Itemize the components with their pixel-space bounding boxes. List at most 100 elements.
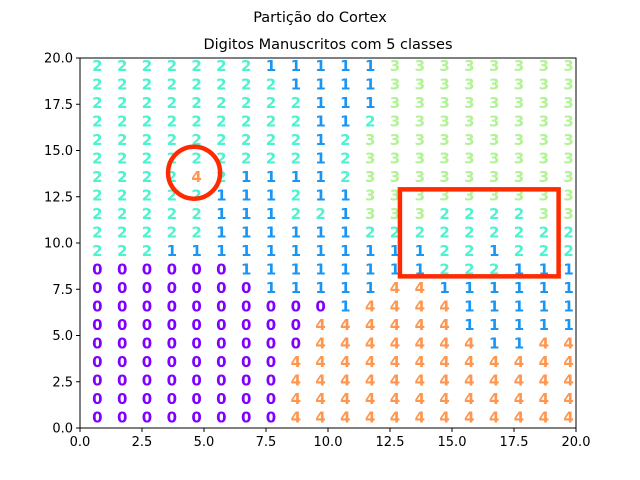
data-point-class-2: 2 bbox=[241, 75, 251, 93]
data-point-class-1: 1 bbox=[539, 316, 549, 334]
data-point-class-0: 0 bbox=[117, 260, 127, 278]
data-point-class-3: 3 bbox=[489, 131, 499, 149]
data-point-class-4: 4 bbox=[390, 408, 400, 426]
data-point-class-2: 2 bbox=[92, 149, 102, 167]
data-point-class-0: 0 bbox=[241, 371, 251, 389]
data-point-class-4: 4 bbox=[315, 390, 325, 408]
data-point-class-2: 2 bbox=[117, 149, 127, 167]
data-point-class-4: 4 bbox=[415, 279, 425, 297]
data-point-class-3: 3 bbox=[563, 57, 573, 75]
x-tick-label: 2.5 bbox=[132, 435, 153, 450]
data-point-class-0: 0 bbox=[142, 353, 152, 371]
data-point-class-2: 2 bbox=[167, 186, 177, 204]
data-point-class-0: 0 bbox=[117, 279, 127, 297]
x-tick-label: 0.0 bbox=[70, 435, 91, 450]
data-point-class-3: 3 bbox=[439, 75, 449, 93]
scatter-points: 2 2 2 2 2 2 2 1 1 1 1 1 3 3 3 3 3 3 3 32 2 2 2 2 2 2 2 1 1 1 1 3 3 3 3 3 3 3 3… bbox=[92, 57, 574, 426]
data-point-class-3: 3 bbox=[365, 205, 375, 223]
data-point-class-2: 2 bbox=[142, 205, 152, 223]
x-tick-label: 20.0 bbox=[562, 435, 591, 450]
data-point-class-2: 2 bbox=[167, 94, 177, 112]
data-point-class-2: 2 bbox=[92, 242, 102, 260]
data-point-class-3: 3 bbox=[439, 186, 449, 204]
data-point-class-2: 2 bbox=[291, 94, 301, 112]
data-point-class-2: 2 bbox=[92, 112, 102, 130]
data-point-class-0: 0 bbox=[142, 297, 152, 315]
data-point-class-1: 1 bbox=[563, 260, 573, 278]
data-point-class-4: 4 bbox=[340, 390, 350, 408]
data-point-class-1: 1 bbox=[315, 279, 325, 297]
data-point-class-3: 3 bbox=[415, 205, 425, 223]
data-point-class-4: 4 bbox=[365, 353, 375, 371]
data-point-class-4: 4 bbox=[464, 353, 474, 371]
data-point-class-4: 4 bbox=[365, 371, 375, 389]
data-point-class-1: 1 bbox=[291, 260, 301, 278]
data-point-class-0: 0 bbox=[167, 390, 177, 408]
data-point-class-2: 2 bbox=[340, 168, 350, 186]
data-point-class-3: 3 bbox=[439, 168, 449, 186]
data-point-class-1: 1 bbox=[315, 57, 325, 75]
data-point-class-2: 2 bbox=[563, 242, 573, 260]
data-point-class-1: 1 bbox=[266, 242, 276, 260]
data-point-class-3: 3 bbox=[539, 94, 549, 112]
data-point-class-0: 0 bbox=[92, 353, 102, 371]
data-point-class-3: 3 bbox=[390, 94, 400, 112]
data-point-class-1: 1 bbox=[340, 186, 350, 204]
data-point-class-0: 0 bbox=[92, 260, 102, 278]
data-point-class-0: 0 bbox=[167, 316, 177, 334]
data-point-class-0: 0 bbox=[315, 297, 325, 315]
data-point-class-4: 4 bbox=[315, 334, 325, 352]
data-point-class-0: 0 bbox=[191, 279, 201, 297]
data-point-class-1: 1 bbox=[266, 279, 276, 297]
data-point-class-4: 4 bbox=[439, 371, 449, 389]
data-point-class-1: 1 bbox=[216, 242, 226, 260]
data-point-class-3: 3 bbox=[514, 112, 524, 130]
data-point-class-2: 2 bbox=[266, 131, 276, 149]
data-point-class-0: 0 bbox=[167, 260, 177, 278]
data-point-class-2: 2 bbox=[266, 112, 276, 130]
data-point-class-2: 2 bbox=[191, 112, 201, 130]
data-point-class-1: 1 bbox=[315, 260, 325, 278]
data-point-class-4: 4 bbox=[563, 408, 573, 426]
data-point-class-1: 1 bbox=[365, 75, 375, 93]
data-point-class-2: 2 bbox=[117, 75, 127, 93]
data-point-class-3: 3 bbox=[539, 75, 549, 93]
data-point-class-2: 2 bbox=[514, 242, 524, 260]
data-point-class-3: 3 bbox=[514, 149, 524, 167]
data-point-class-1: 1 bbox=[489, 297, 499, 315]
data-point-class-1: 1 bbox=[241, 223, 251, 241]
data-point-class-1: 1 bbox=[539, 260, 549, 278]
data-point-class-0: 0 bbox=[117, 371, 127, 389]
data-point-class-2: 2 bbox=[167, 57, 177, 75]
data-point-class-1: 1 bbox=[365, 260, 375, 278]
data-point-class-3: 3 bbox=[365, 168, 375, 186]
data-point-class-3: 3 bbox=[365, 186, 375, 204]
data-point-class-1: 1 bbox=[365, 242, 375, 260]
data-point-class-4: 4 bbox=[365, 316, 375, 334]
data-point-class-1: 1 bbox=[365, 57, 375, 75]
data-point-class-0: 0 bbox=[191, 260, 201, 278]
data-point-class-3: 3 bbox=[489, 57, 499, 75]
data-point-class-0: 0 bbox=[241, 297, 251, 315]
data-point-class-0: 0 bbox=[117, 353, 127, 371]
data-point-class-4: 4 bbox=[365, 408, 375, 426]
data-point-class-3: 3 bbox=[439, 131, 449, 149]
data-point-class-1: 1 bbox=[266, 168, 276, 186]
data-point-class-4: 4 bbox=[340, 353, 350, 371]
data-point-class-4: 4 bbox=[315, 316, 325, 334]
data-point-class-2: 2 bbox=[216, 149, 226, 167]
data-point-class-2: 2 bbox=[340, 131, 350, 149]
data-point-class-2: 2 bbox=[142, 168, 152, 186]
data-point-class-1: 1 bbox=[340, 205, 350, 223]
data-point-class-2: 2 bbox=[92, 223, 102, 241]
data-point-class-4: 4 bbox=[340, 371, 350, 389]
data-point-class-1: 1 bbox=[315, 242, 325, 260]
data-point-class-2: 2 bbox=[117, 112, 127, 130]
data-point-class-2: 2 bbox=[142, 223, 152, 241]
data-point-class-0: 0 bbox=[167, 297, 177, 315]
data-point-class-0: 0 bbox=[191, 316, 201, 334]
data-point-class-1: 1 bbox=[241, 242, 251, 260]
data-point-class-3: 3 bbox=[514, 94, 524, 112]
data-point-class-4: 4 bbox=[291, 371, 301, 389]
x-tick-label: 17.5 bbox=[500, 435, 529, 450]
